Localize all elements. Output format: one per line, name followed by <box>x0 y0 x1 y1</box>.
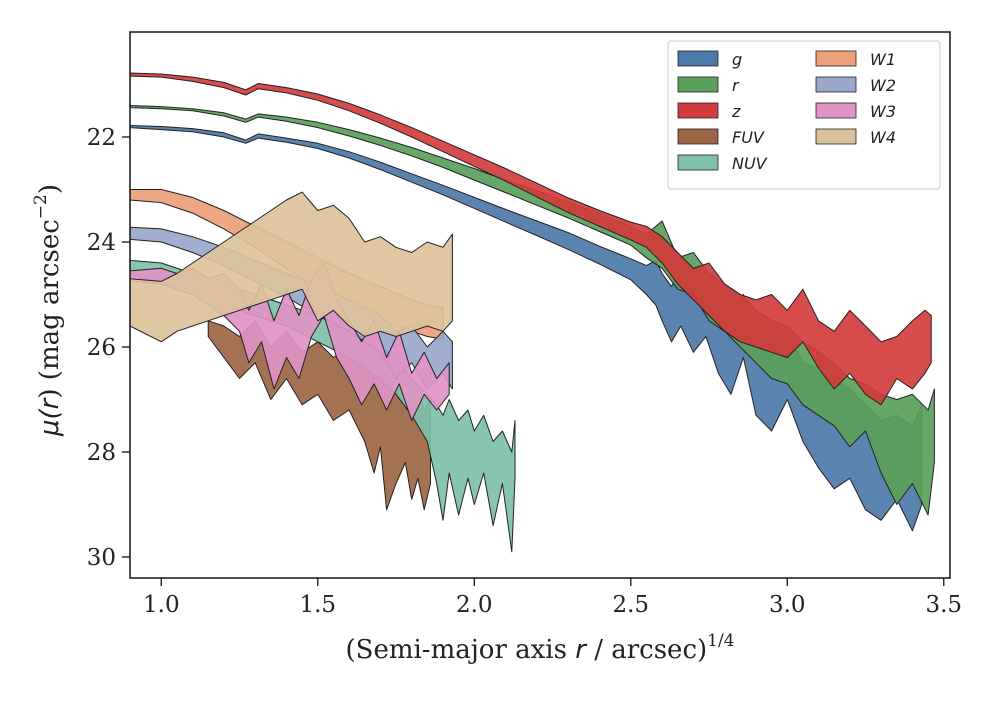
y-axis: 22 24 26 28 30 <box>87 125 130 571</box>
band-z <box>129 72 932 406</box>
y-tick-label: 26 <box>87 335 116 361</box>
y-tick-label: 22 <box>87 125 116 151</box>
y-tick-label: 24 <box>87 230 116 256</box>
legend-label-r: r <box>732 76 740 95</box>
legend-swatch-g <box>677 50 719 67</box>
y-axis-title: μ(r) (mag arcsec−2) <box>31 184 65 437</box>
x-tick-label: 2.5 <box>612 592 649 618</box>
legend-swatch-nuv <box>677 154 719 171</box>
legend-frame <box>667 40 941 190</box>
legend-swatch-w2 <box>815 76 857 93</box>
x-tick-label: 3.0 <box>769 592 806 618</box>
legend: grz FUV NUV W1 W2 W3 W4 <box>667 40 941 190</box>
legend-label-w1: W1 <box>870 50 896 69</box>
y-tick-label: 28 <box>87 440 116 466</box>
band-fuv <box>207 320 431 511</box>
legend-label-g: g <box>732 50 742 69</box>
y-tick-label: 30 <box>87 545 116 571</box>
x-tick-label: 3.5 <box>925 592 962 618</box>
x-axis-title: (Semi-major axis r / arcsec)1/4 <box>345 631 734 665</box>
legend-swatch-fuv <box>677 128 719 145</box>
x-tick-label: 1.5 <box>299 592 336 618</box>
band-w4 <box>129 191 453 343</box>
legend-label-z: z <box>731 102 741 121</box>
legend-label-w4: W4 <box>870 128 896 147</box>
x-tick-label: 2.0 <box>456 592 493 618</box>
x-tick-label: 1.0 <box>143 592 180 618</box>
legend-label-nuv: NUV <box>732 154 768 173</box>
plot-frame <box>129 31 951 579</box>
legend-swatch-r <box>677 76 719 93</box>
legend-label-w3: W3 <box>870 102 896 121</box>
legend-swatch-z <box>677 102 719 119</box>
x-axis: 1.0 1.5 2.0 2.5 3.0 3.5 <box>143 578 962 618</box>
legend-swatch-w4 <box>815 128 857 145</box>
band-g <box>129 125 923 532</box>
legend-label-fuv: FUV <box>732 128 765 147</box>
legend-swatch-w1 <box>815 50 857 67</box>
legend-swatch-w3 <box>815 102 857 119</box>
data-bands <box>129 72 935 553</box>
legend-label-w2: W2 <box>870 76 896 95</box>
